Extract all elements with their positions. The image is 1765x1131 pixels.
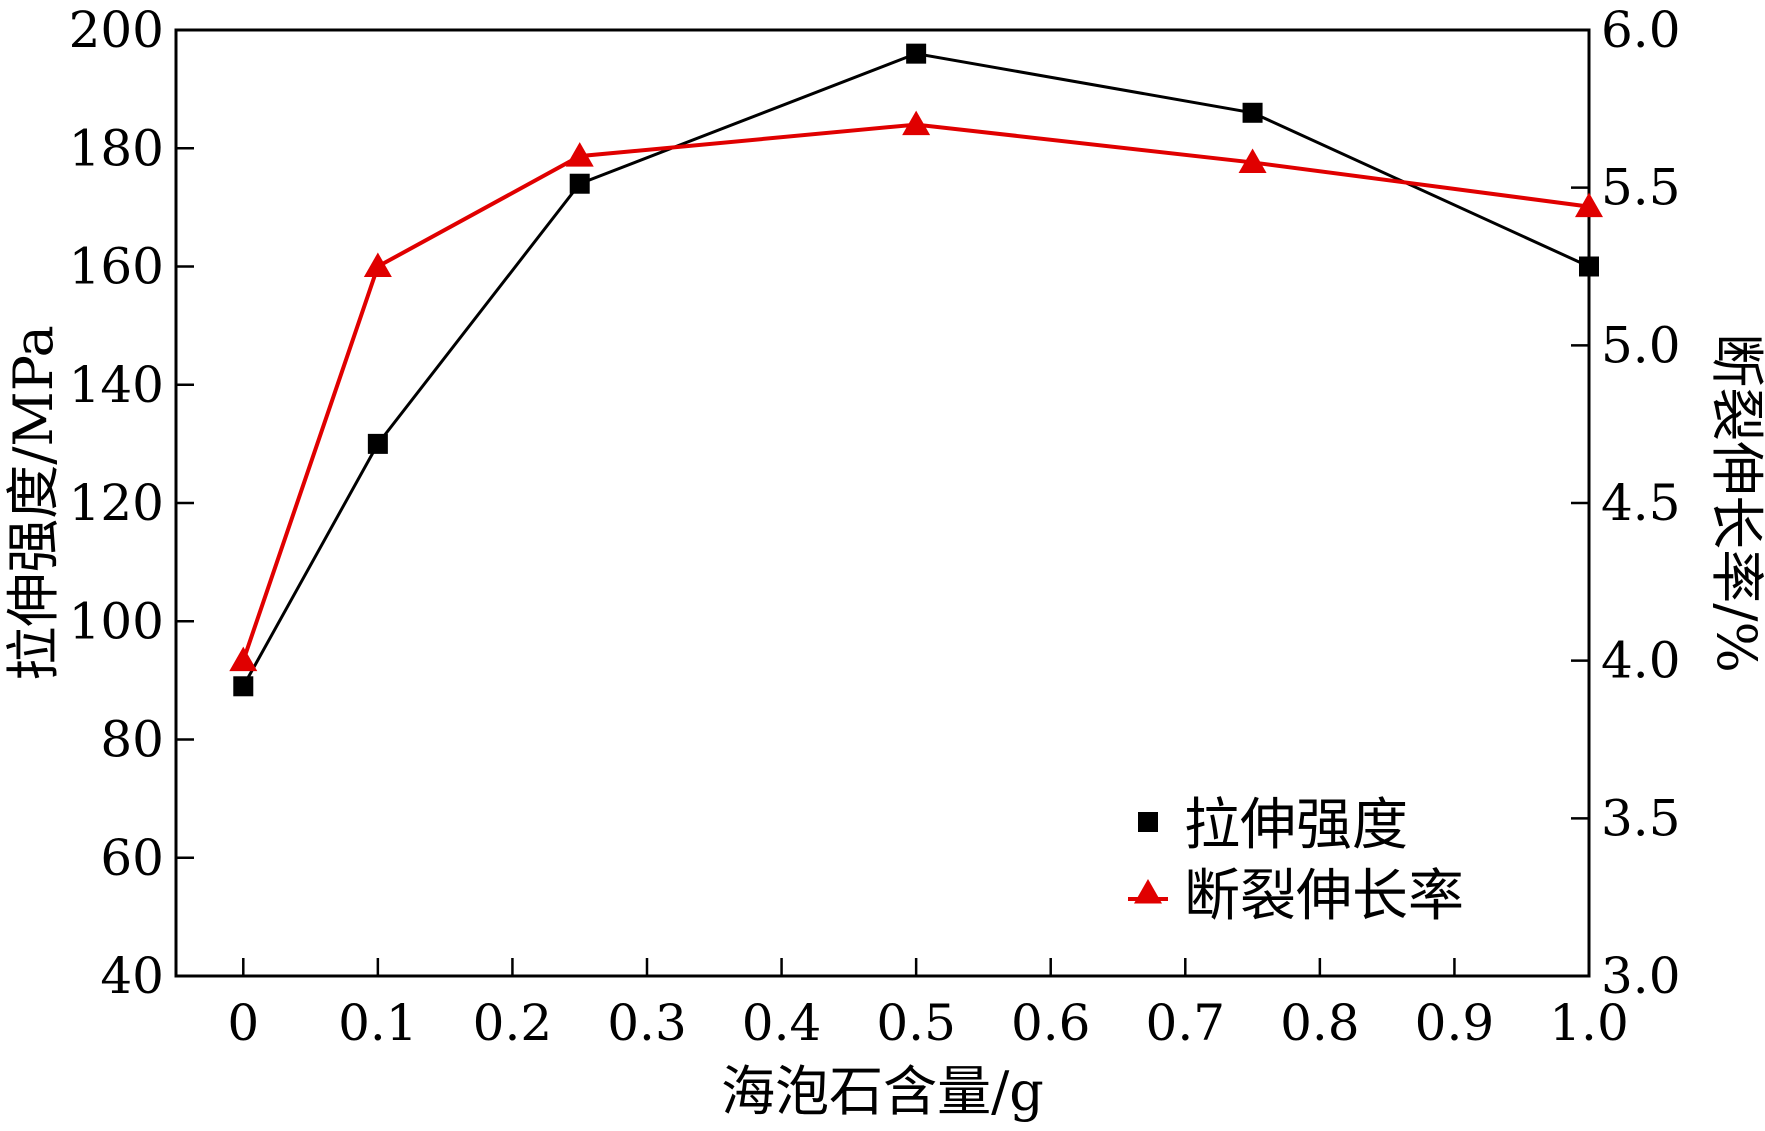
x-tick-label: 0 — [227, 994, 259, 1052]
y-left-axis-label: 拉伸强度/MPa — [2, 325, 65, 681]
data-point-triangle — [1575, 192, 1603, 218]
x-tick-label: 0.2 — [473, 994, 553, 1052]
legend-marker-triangle — [1134, 879, 1162, 904]
y-right-tick-label: 5.5 — [1601, 159, 1681, 217]
x-tick-label: 0.3 — [607, 994, 687, 1052]
y-left-tick-label: 120 — [69, 474, 164, 532]
series-line — [241, 52, 1590, 688]
y-left-tick-label: 140 — [69, 356, 164, 414]
legend-label: 拉伸强度 — [1184, 793, 1408, 858]
x-axis-label: 海泡石含量/g — [721, 1060, 1044, 1123]
x-tick-label: 0.9 — [1415, 994, 1495, 1052]
y-right-tick-label: 3.0 — [1601, 947, 1681, 1005]
y-right-tick-label: 4.0 — [1601, 632, 1681, 690]
x-tick-label: 0.8 — [1280, 994, 1360, 1052]
y-left-tick-label: 60 — [100, 829, 164, 887]
x-tick-label: 1.0 — [1549, 994, 1629, 1052]
series-line — [241, 122, 1590, 662]
data-point-square — [1579, 256, 1599, 277]
ticks-group: 0 0.1 0.2 0.3 0.4 0.5 0.6 0.7 0.8 0.9 1.0 40 60 80 100… — [69, 1, 1681, 1052]
x-tick-label: 0.1 — [338, 994, 418, 1052]
legend-label: 断裂伸长率 — [1184, 864, 1464, 929]
data-point-triangle — [902, 110, 931, 136]
x-tick-label: 0.6 — [1011, 994, 1091, 1052]
series-group — [229, 43, 1603, 697]
data-point-square — [569, 173, 590, 194]
y-left-tick-label: 200 — [69, 1, 164, 59]
x-tick-label: 0.7 — [1146, 994, 1226, 1052]
y-left-tick-label: 100 — [69, 592, 164, 650]
y-left-tick-label: 160 — [69, 238, 164, 296]
legend-marker-square — [1138, 812, 1158, 832]
y-right-axis-label: 断裂伸长率/% — [1705, 333, 1765, 673]
data-point-square — [1242, 102, 1263, 123]
y-left-tick-label: 180 — [69, 119, 164, 177]
y-left-tick-label: 40 — [100, 947, 164, 1005]
data-point-triangle — [1238, 148, 1267, 173]
series-elongation — [229, 110, 1603, 672]
y-right-tick-label: 3.5 — [1601, 789, 1681, 847]
x-tick-label: 0.4 — [742, 994, 822, 1052]
y-right-tick-label: 6.0 — [1601, 1, 1681, 59]
data-point-triangle — [565, 142, 594, 167]
x-tick-label: 0.5 — [876, 994, 956, 1052]
data-point-triangle — [229, 646, 258, 672]
y-right-tick-label: 5.0 — [1601, 316, 1681, 374]
y-right-tick-label: 4.5 — [1601, 474, 1681, 532]
data-point-triangle — [363, 252, 392, 277]
y-left-tick-label: 80 — [100, 711, 164, 769]
axis-labels-group: 海泡石含量/g 拉伸强度/MPa 断裂伸长率/% — [2, 325, 1765, 1123]
data-point-square — [906, 43, 927, 64]
data-point-square — [233, 676, 254, 697]
data-point-square — [367, 433, 388, 454]
series-tensile-strength — [233, 43, 1599, 697]
